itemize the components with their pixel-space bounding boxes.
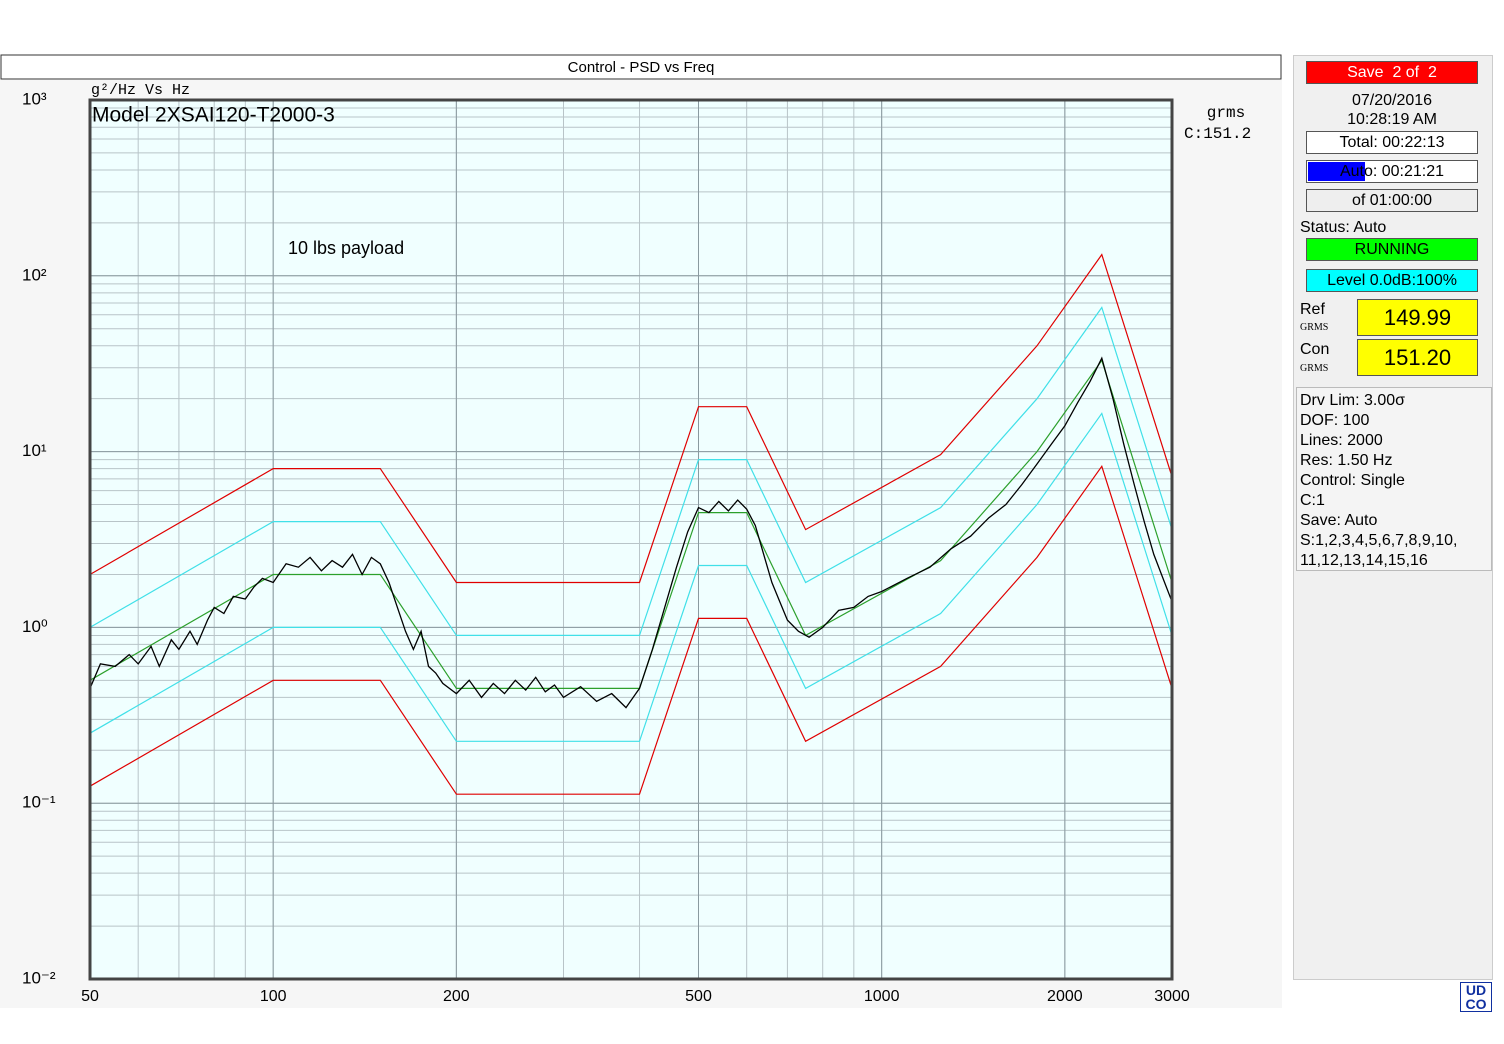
- info-box: [1296, 387, 1492, 571]
- legend-entry: C:151.2: [1184, 125, 1251, 143]
- info-line: Res: 1.50 Hz: [1300, 452, 1393, 469]
- series-line: [89, 306, 1173, 636]
- logo-line: UD: [1465, 982, 1487, 998]
- ref-unit: GRMS: [1300, 322, 1329, 333]
- run-state: RUNNING: [1306, 238, 1478, 261]
- y-tick-label: 10¹: [22, 441, 47, 460]
- logo-line: CO: [1465, 996, 1487, 1012]
- series-line: [89, 412, 1173, 742]
- series-line: [89, 253, 1173, 584]
- ref-value: 149.99: [1357, 299, 1478, 336]
- y-tick-label: 10⁻²: [22, 968, 56, 987]
- x-tick-label: 3000: [1154, 988, 1190, 1005]
- level: Level 0.0dB:100%: [1306, 269, 1478, 292]
- info-line: DOF: 100: [1300, 412, 1370, 429]
- info-line: Control: Single: [1300, 472, 1405, 489]
- ref-label: Ref: [1300, 301, 1325, 318]
- y-axis-label: g²/Hz Vs Hz: [91, 82, 190, 99]
- legend-title: grms: [1207, 104, 1245, 122]
- duration: of 01:00:00: [1306, 189, 1478, 212]
- series-line: [89, 464, 1173, 795]
- logo: UD CO: [1460, 982, 1492, 1012]
- y-tick-label: 10³: [22, 89, 47, 108]
- series-line: [89, 356, 1173, 709]
- progress-fill: [1308, 162, 1365, 181]
- con-value: 151.20: [1357, 339, 1478, 376]
- x-tick-label: 50: [81, 988, 99, 1005]
- total-time: Total: 00:22:13: [1306, 131, 1478, 154]
- info-line: Drv Lim: 3.00σ: [1300, 392, 1406, 409]
- info-line: Lines: 2000: [1300, 432, 1383, 449]
- con-unit: GRMS: [1300, 363, 1329, 374]
- status: Status: Auto: [1300, 219, 1387, 236]
- time: 10:28:19 AM: [1347, 111, 1437, 128]
- info-line: Save: Auto: [1300, 512, 1378, 529]
- y-tick-label: 10⁻¹: [22, 793, 56, 812]
- info-line: S:1,2,3,4,5,6,7,8,9,10,: [1300, 532, 1458, 549]
- con-label: Con: [1300, 341, 1330, 358]
- x-tick-label: 500: [685, 988, 712, 1005]
- chart: Control - PSD vs Freq g²/Hz Vs Hz grms C…: [0, 54, 1282, 1006]
- x-tick-label: 200: [443, 988, 470, 1005]
- x-tick-label: 2000: [1047, 988, 1083, 1005]
- annotation: 10 lbs payload: [288, 238, 404, 258]
- info-line: C:1: [1300, 492, 1325, 509]
- title-bar: [0, 54, 1282, 80]
- y-tick-label: 10⁰: [22, 617, 48, 636]
- auto-box: [1306, 160, 1478, 183]
- y-tick-label: 10²: [22, 265, 47, 284]
- chart-subtitle: Model 2XSAI120-T2000-3: [92, 104, 335, 127]
- date: 07/20/2016: [1351, 92, 1433, 109]
- info-line: 11,12,13,14,15,16: [1300, 552, 1428, 569]
- x-tick-label: 100: [260, 988, 287, 1005]
- auto-time: Auto: 00:21:21: [1339, 163, 1445, 180]
- plot-border: [88, 98, 1174, 981]
- x-tick-label: 1000: [864, 988, 900, 1005]
- save-indicator: Save 2 of 2: [1306, 61, 1478, 84]
- plot-area: [90, 100, 1172, 979]
- chart-title: Control - PSD vs Freq: [568, 59, 715, 76]
